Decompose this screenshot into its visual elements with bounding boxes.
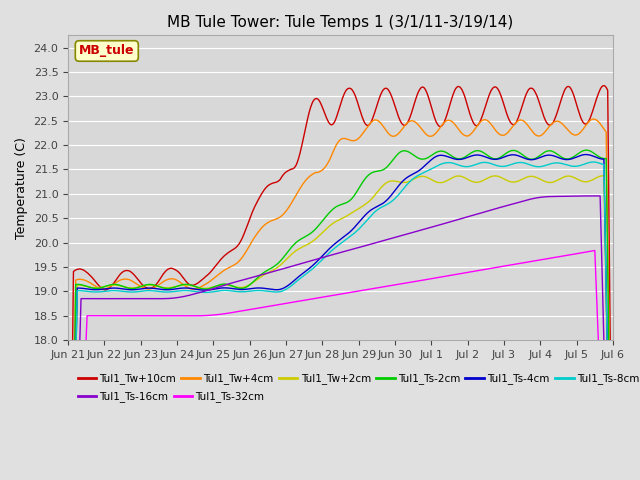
- Y-axis label: Temperature (C): Temperature (C): [15, 137, 28, 239]
- Text: MB_tule: MB_tule: [79, 45, 134, 58]
- Legend: Tul1_Ts-16cm, Tul1_Ts-32cm: Tul1_Ts-16cm, Tul1_Ts-32cm: [74, 387, 269, 407]
- Title: MB Tule Tower: Tule Temps 1 (3/1/11-3/19/14): MB Tule Tower: Tule Temps 1 (3/1/11-3/19…: [168, 15, 514, 30]
